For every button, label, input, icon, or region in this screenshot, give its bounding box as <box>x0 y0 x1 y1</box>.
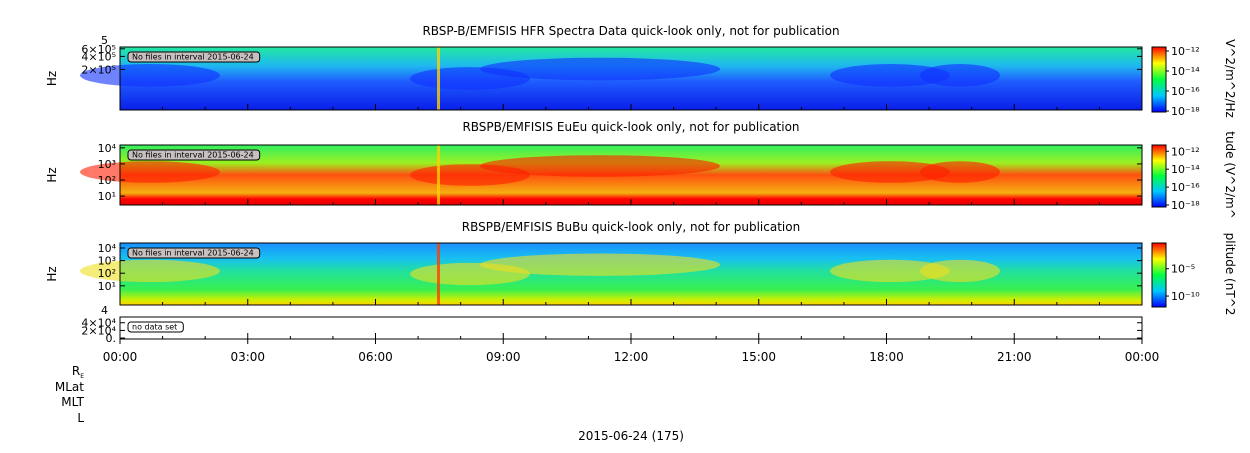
spectrogram-decor <box>80 47 1142 305</box>
spectrogram-feature <box>830 259 950 283</box>
spectrogram-feature <box>830 161 950 183</box>
y-tick-label: 10² <box>98 267 116 280</box>
x-tick-label: 03:00 <box>230 350 265 364</box>
x-tick-label: 21:00 <box>997 350 1032 364</box>
y-tick-label: 6×10⁵ <box>81 43 116 56</box>
spectrogram-feature <box>437 145 440 205</box>
y-tick-label: 4×10⁴ <box>81 317 116 330</box>
x-tick-label: 15:00 <box>741 350 776 364</box>
spectrogram-feature <box>480 253 720 276</box>
ephemeris-label: RE <box>72 364 84 380</box>
colorbar-label: V^2/m^2/Hz <box>1223 39 1237 118</box>
colorbar-tick-label: 10⁻¹⁶ <box>1171 85 1200 98</box>
ephemeris-label: MLT <box>61 395 84 409</box>
colorbar-tick-label: 10⁻¹⁴ <box>1171 163 1200 176</box>
panel-title: RBSPB/EMFISIS BuBu quick-look only, not … <box>462 220 800 234</box>
spectrogram-feature <box>830 64 950 87</box>
spectrogram-feature <box>920 64 1000 87</box>
note: No files in interval 2015-06-24 <box>132 53 254 62</box>
y-tick-label: 10⁴ <box>98 242 117 255</box>
colorbar-label: plitude (nT^2 <box>1223 233 1237 316</box>
colorbar <box>1151 144 1167 208</box>
y-tick-label: 4 <box>101 304 108 317</box>
colorbar-tick-label: 10⁻¹⁶ <box>1171 181 1200 194</box>
ephemeris-label: L <box>77 411 84 425</box>
spectrogram-feature <box>80 64 220 87</box>
y-tick-label: 5 <box>101 34 108 47</box>
y-tick-label: 0. <box>106 332 117 345</box>
note: No files in interval 2015-06-24 <box>132 249 254 258</box>
note-box <box>127 51 261 63</box>
y-tick-label: 2×10⁴ <box>81 324 116 337</box>
note: no data set <box>132 323 177 332</box>
y-tick-label: 10¹ <box>98 190 116 203</box>
panel-title: RBSP-B/EMFISIS HFR Spectra Data quick-lo… <box>422 24 839 38</box>
y-tick-label: 10² <box>98 174 116 187</box>
y-axis-label: Hz <box>45 266 59 281</box>
y-tick-label: 2×10⁵ <box>81 63 116 76</box>
colorbar <box>1151 242 1167 308</box>
x-tick-label: 18:00 <box>869 350 904 364</box>
spectrogram-feature <box>437 243 440 305</box>
ephemeris-subscript: E <box>80 373 84 380</box>
x-tick-label: 00:00 <box>103 350 138 364</box>
colorbar-tick-label: 10⁻¹² <box>1171 45 1200 58</box>
spectrogram-feature <box>920 161 1000 183</box>
colorbar <box>1151 46 1167 113</box>
x-tick-label: 09:00 <box>486 350 521 364</box>
colorbar-tick-label: 10⁻⁵ <box>1171 263 1195 276</box>
note-box <box>127 321 184 333</box>
colorbar-tick-label: 10⁻¹² <box>1171 145 1200 158</box>
x-tick-label: 06:00 <box>358 350 393 364</box>
y-tick-label: 4×10⁵ <box>81 50 116 63</box>
spectrogram-feature <box>80 161 220 183</box>
y-tick-label: 10³ <box>98 255 116 268</box>
y-tick-label: 10¹ <box>98 280 116 293</box>
colorbar-tick-label: 10⁻¹⁴ <box>1171 65 1200 78</box>
ephemeris-label: MLat <box>55 380 84 394</box>
x-tick-label: 00:00 <box>1125 350 1160 364</box>
spectrogram-feature <box>480 155 720 177</box>
date-label: 2015-06-24 (175) <box>578 429 684 443</box>
spectrogram-feature <box>480 57 720 81</box>
spectrogram-feature <box>437 47 440 110</box>
colorbar-tick-label: 10⁻¹⁸ <box>1171 199 1200 212</box>
y-tick-label: 10³ <box>98 158 116 171</box>
spectrogram-feature <box>80 259 220 283</box>
colorbar-tick-label: 10⁻¹⁰ <box>1171 290 1200 303</box>
panel-title: RBSPB/EMFISIS EuEu quick-look only, not … <box>462 120 799 134</box>
y-tick-label: 10⁴ <box>98 142 117 155</box>
note-box <box>127 149 261 161</box>
y-axis-label: Hz <box>45 71 59 86</box>
note: No files in interval 2015-06-24 <box>132 151 254 160</box>
note-box <box>127 247 261 259</box>
x-tick-label: 12:00 <box>614 350 649 364</box>
colorbar-label: tude (V^2/m^ <box>1223 131 1237 219</box>
colorbar-tick-label: 10⁻¹⁸ <box>1171 105 1200 118</box>
spectrogram-feature <box>920 259 1000 283</box>
y-axis-label: Hz <box>45 167 59 182</box>
